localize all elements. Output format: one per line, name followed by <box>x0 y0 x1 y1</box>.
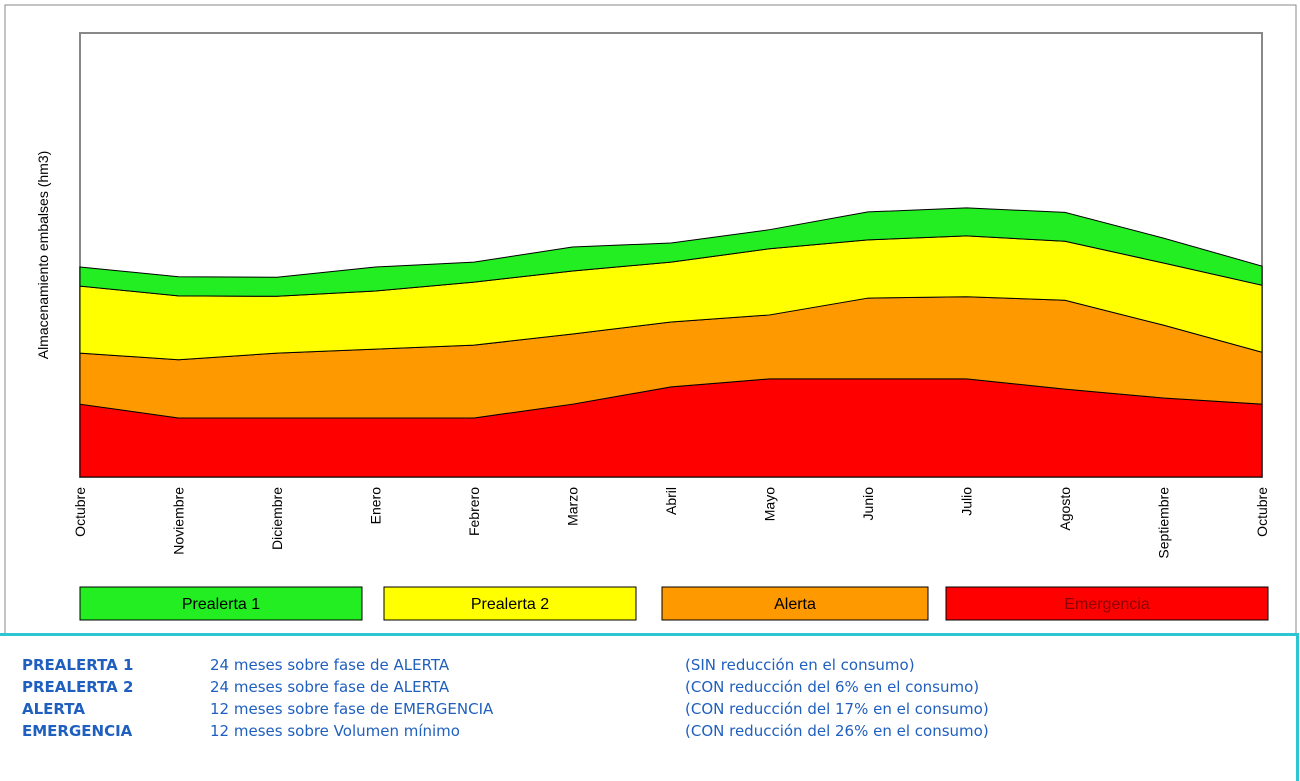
legend-label: Prealerta 2 <box>471 596 549 613</box>
table-row: EMERGENCIA 12 meses sobre Volumen mínimo (… <box>0 722 1296 744</box>
x-tick-label: Mayo <box>762 487 778 521</box>
y-axis-label: Almacenamiento embalses (hm3) <box>35 151 51 360</box>
area <box>79 207 1263 297</box>
x-tick-label: Diciembre <box>269 487 285 550</box>
table-cell: 24 meses sobre fase de ALERTA <box>210 656 450 674</box>
legend-label: Prealerta 1 <box>182 596 260 613</box>
table-cell: 12 meses sobre fase de EMERGENCIA <box>210 700 494 718</box>
table-row: PREALERTA 2 24 meses sobre fase de ALERTA… <box>0 678 1296 700</box>
x-tick-label: Noviembre <box>171 487 187 555</box>
table-cell: EMERGENCIA <box>22 722 133 740</box>
x-tick-label: Julio <box>959 487 975 516</box>
table-cell: 24 meses sobre fase de ALERTA <box>210 678 450 696</box>
x-tick-label: Abril <box>663 487 679 515</box>
x-tick-label: Agosto <box>1057 487 1073 531</box>
table-cell: 12 meses sobre Volumen mínimo <box>210 722 460 740</box>
x-tick-label: Octubre <box>1254 487 1270 537</box>
table-cell: (CON reducción del 6% en el consumo) <box>685 678 980 696</box>
x-tick-label: Junio <box>860 487 876 521</box>
chart: Almacenamiento embalses (hm3) Octubre Nov… <box>4 4 1297 646</box>
legend-label: Emergencia <box>1064 596 1149 613</box>
legend-swatch <box>79 586 363 621</box>
table-cell: ALERTA <box>22 700 85 718</box>
table-cell: PREALERTA 1 <box>22 656 134 674</box>
table-cell: PREALERTA 2 <box>22 678 134 696</box>
table-cell: (SIN reducción en el consumo) <box>685 656 915 674</box>
x-tick-label: Marzo <box>565 487 581 526</box>
table-row: ALERTA 12 meses sobre fase de EMERGENCIA (… <box>0 700 1296 722</box>
legend-table: PREALERTA 1 24 meses sobre fase de ALERTA… <box>0 633 1299 781</box>
x-tick-label: Octubre <box>72 487 88 537</box>
legend-swatch <box>945 586 1269 621</box>
legend-label: Alerta <box>774 596 816 613</box>
table-cell: (CON reducción del 26% en el consumo) <box>685 722 989 740</box>
x-tick-label: Febrero <box>466 487 482 536</box>
x-tick-label: Enero <box>368 487 384 525</box>
table-cell: (CON reducción del 17% en el consumo) <box>685 700 989 718</box>
legend-swatch <box>383 586 637 621</box>
legend-swatch <box>661 586 929 621</box>
table-row: PREALERTA 1 24 meses sobre fase de ALERTA… <box>0 656 1296 678</box>
x-tick-label: Septiembre <box>1156 487 1172 559</box>
